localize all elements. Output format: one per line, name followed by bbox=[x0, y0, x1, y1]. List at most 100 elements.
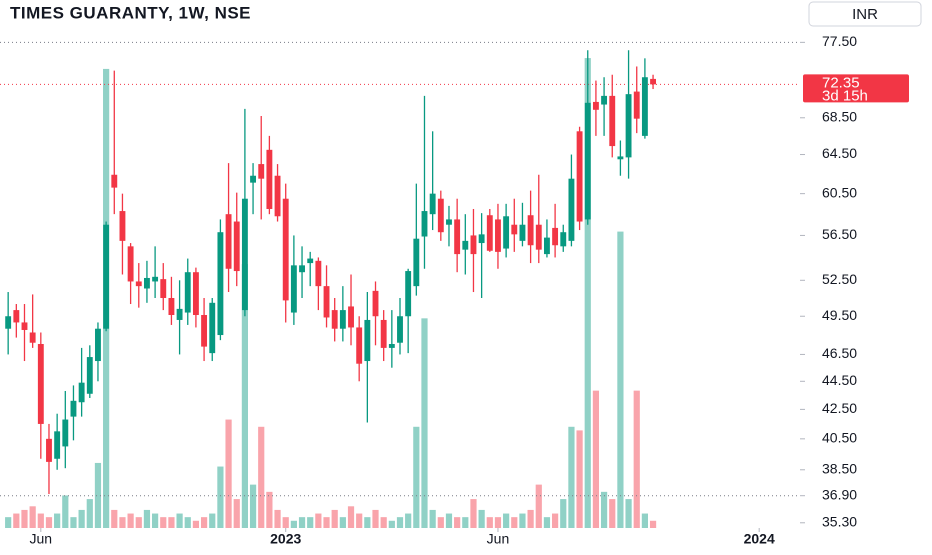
volume-bar bbox=[649, 520, 657, 528]
volume-bar bbox=[62, 495, 69, 528]
volume-bar bbox=[176, 513, 183, 528]
candle-body bbox=[348, 306, 354, 328]
candle-body bbox=[86, 357, 93, 394]
volume-bar bbox=[184, 517, 191, 528]
volume-bar bbox=[396, 517, 404, 528]
y-tick-label: 52.50 bbox=[822, 271, 857, 287]
volume-bar bbox=[568, 426, 575, 528]
volume-bar bbox=[470, 499, 477, 528]
candle-body bbox=[633, 91, 640, 119]
candle-body bbox=[568, 178, 575, 241]
volume-bar bbox=[494, 517, 502, 528]
candle-body bbox=[486, 215, 493, 251]
candle-body bbox=[601, 95, 608, 105]
candle-body bbox=[127, 246, 134, 282]
candle-body bbox=[641, 77, 648, 136]
volume-bar bbox=[486, 517, 493, 528]
candle-body bbox=[609, 95, 616, 147]
candle-body bbox=[119, 211, 126, 241]
candle-body bbox=[397, 316, 403, 343]
volume-bar bbox=[380, 517, 387, 528]
volume-bar bbox=[356, 513, 363, 528]
candle-body bbox=[331, 310, 338, 329]
y-tick-label: 36.90 bbox=[822, 486, 857, 502]
volume-bar bbox=[641, 513, 648, 528]
volume-bar bbox=[511, 517, 518, 528]
y-tick-label: 46.50 bbox=[822, 345, 857, 361]
candle-body bbox=[323, 286, 330, 318]
candle-body bbox=[290, 265, 297, 313]
candle-body bbox=[54, 431, 61, 459]
y-tick-label: 64.50 bbox=[822, 145, 857, 161]
candle-body bbox=[413, 238, 420, 287]
candle-body bbox=[470, 235, 477, 255]
last-price-label: 72.35 bbox=[822, 74, 860, 91]
candle-body bbox=[592, 101, 599, 110]
currency-button[interactable] bbox=[808, 1, 922, 27]
candle-body bbox=[250, 175, 256, 183]
candle-body bbox=[299, 265, 305, 273]
volume-bar bbox=[119, 517, 126, 528]
volume-bar bbox=[454, 517, 461, 528]
volume-bar bbox=[315, 513, 322, 528]
candle-body bbox=[437, 198, 444, 233]
axis-layer: 77.50 68.50 64.50 60.50 56.50 52.50 49.50 46.50… bbox=[30, 33, 909, 547]
volume-bar bbox=[503, 513, 510, 528]
candle-body bbox=[184, 272, 191, 313]
candle-body bbox=[62, 419, 69, 447]
chart-title: TIMES GUARANTY, 1W, NSE bbox=[10, 3, 251, 22]
candle-body bbox=[625, 94, 632, 158]
volume-bar bbox=[347, 506, 355, 528]
volume-bar bbox=[241, 264, 248, 528]
candle-body bbox=[176, 308, 183, 320]
volume-bar bbox=[445, 513, 453, 528]
candle-body bbox=[266, 149, 273, 209]
candle-body bbox=[478, 234, 485, 244]
volume-bar bbox=[111, 509, 118, 528]
volume-bar bbox=[127, 513, 134, 528]
volume-bar bbox=[258, 426, 265, 528]
volume-bar bbox=[282, 517, 289, 528]
candle-body bbox=[535, 224, 542, 250]
candle-body bbox=[511, 224, 518, 235]
candle-body bbox=[372, 290, 379, 317]
volume-bar bbox=[217, 466, 224, 528]
candle-body bbox=[560, 232, 567, 247]
volume-bar bbox=[152, 513, 159, 528]
currency-label[interactable]: INR bbox=[852, 6, 878, 23]
candle-body bbox=[233, 221, 240, 272]
volume-bar bbox=[535, 484, 542, 528]
candles-layer bbox=[5, 50, 656, 495]
countdown-label: 3d 15h bbox=[822, 87, 868, 104]
volume-bar bbox=[160, 517, 167, 528]
y-tick-label: 38.50 bbox=[822, 460, 857, 476]
volume-bar bbox=[209, 513, 216, 528]
candle-body bbox=[225, 214, 232, 269]
candle-body bbox=[650, 78, 656, 85]
candle-body bbox=[29, 332, 36, 343]
candle-body bbox=[519, 224, 526, 241]
candle-body bbox=[274, 175, 281, 217]
volume-bar bbox=[609, 499, 616, 528]
candle-body bbox=[503, 216, 510, 249]
volume-bar bbox=[274, 509, 281, 528]
candle-body bbox=[584, 102, 591, 220]
candle-body bbox=[70, 400, 77, 417]
candle-body bbox=[201, 315, 208, 347]
candle-body bbox=[421, 211, 428, 237]
x-tick-label: 2023 bbox=[270, 531, 301, 547]
volume-bar bbox=[576, 430, 583, 528]
candle-body bbox=[364, 319, 371, 362]
volume-bar bbox=[633, 390, 640, 528]
volume-bar bbox=[429, 509, 436, 528]
candle-body bbox=[388, 344, 395, 348]
volume-bar bbox=[70, 517, 77, 528]
volume-bar bbox=[405, 513, 412, 528]
volume-bar bbox=[478, 509, 485, 528]
volume-bar bbox=[45, 517, 53, 528]
candle-body bbox=[617, 156, 624, 160]
volume-bar bbox=[307, 517, 314, 528]
candle-body bbox=[282, 198, 289, 301]
